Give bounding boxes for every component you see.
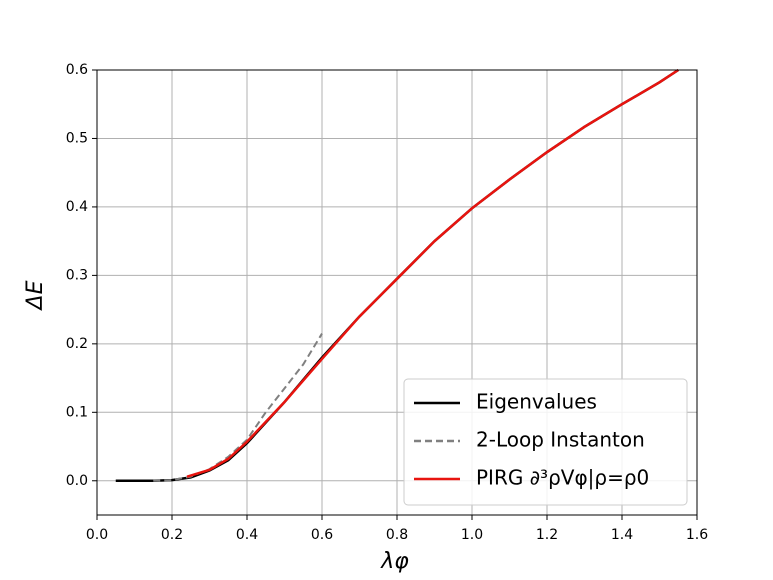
line [186, 68, 679, 478]
x-tick-label: 0.8 [386, 527, 408, 543]
line [153, 333, 323, 482]
y-axis-label: ΔE [23, 280, 48, 311]
x-tick-label: 0.4 [236, 527, 258, 543]
y-tick-label: 0.1 [66, 404, 88, 420]
y-tick-label: 0.0 [66, 473, 88, 489]
y-tick-label: 0.4 [66, 199, 88, 215]
legend-label: Eigenvalues [476, 390, 597, 414]
legend-box [403, 378, 688, 506]
x-axis-label: λφ [380, 549, 409, 574]
y-tick-label: 0.6 [66, 62, 88, 78]
x-tick-label: 0.6 [311, 527, 333, 543]
plot-frame [96, 69, 698, 516]
y-tick-label: 0.2 [66, 336, 88, 352]
legend-label: PIRG ∂³ρVφ|ρ=ρ0 [476, 466, 649, 490]
x-tick-label: 1.0 [461, 527, 483, 543]
legend: Eigenvalues 2-Loop Instanton PIRG ∂³ρVφ|ρ=… [403, 378, 688, 506]
x-tick-label: 1.2 [536, 527, 558, 543]
x-tick-label: 0.0 [86, 527, 108, 543]
x-tick-label: 1.6 [686, 527, 708, 543]
legend-label: 2-Loop Instanton [476, 428, 645, 452]
x-tick-label: 1.4 [611, 527, 633, 543]
x-tick-label: 0.2 [161, 527, 183, 543]
y-tick-label: 0.3 [66, 267, 88, 283]
y-tick-label: 0.5 [66, 130, 88, 146]
